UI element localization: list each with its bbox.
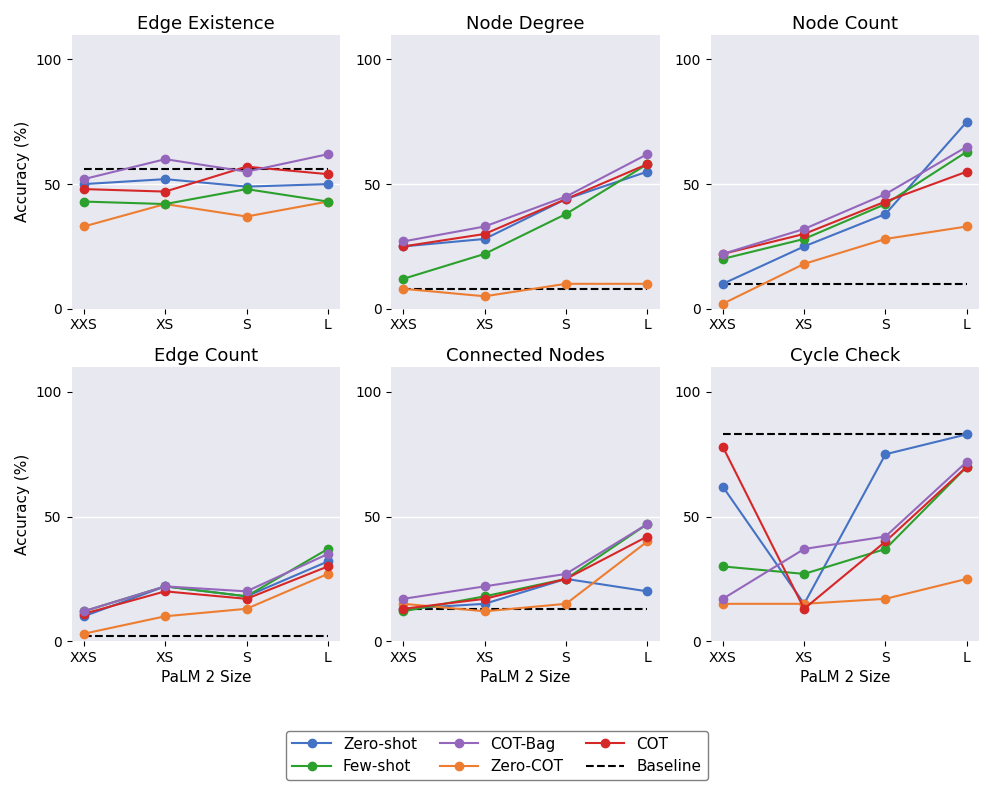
- Title: Cycle Check: Cycle Check: [789, 348, 900, 365]
- Title: Node Degree: Node Degree: [466, 15, 584, 33]
- X-axis label: PaLM 2 Size: PaLM 2 Size: [799, 670, 890, 685]
- X-axis label: PaLM 2 Size: PaLM 2 Size: [161, 670, 251, 685]
- Title: Node Count: Node Count: [792, 15, 898, 33]
- Title: Edge Existence: Edge Existence: [137, 15, 274, 33]
- X-axis label: PaLM 2 Size: PaLM 2 Size: [480, 670, 571, 685]
- Legend: Zero-shot, Few-shot, COT-Bag, Zero-COT, COT, Baseline: Zero-shot, Few-shot, COT-Bag, Zero-COT, …: [286, 731, 708, 780]
- Y-axis label: Accuracy (%): Accuracy (%): [15, 454, 30, 555]
- Title: Connected Nodes: Connected Nodes: [446, 348, 604, 365]
- Title: Edge Count: Edge Count: [154, 348, 257, 365]
- Y-axis label: Accuracy (%): Accuracy (%): [15, 121, 30, 222]
